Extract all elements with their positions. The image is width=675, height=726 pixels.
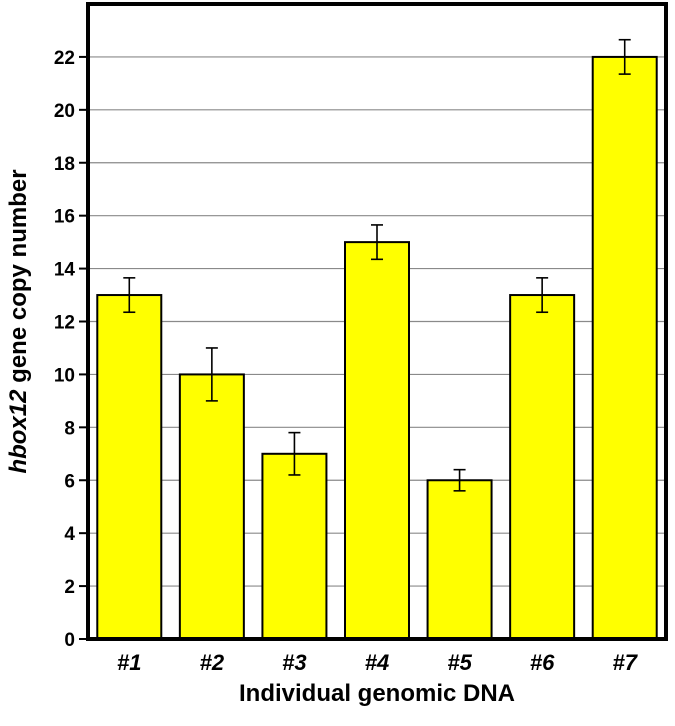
x-tick-label: #5 [447, 650, 472, 675]
y-tick-label: 8 [64, 418, 75, 439]
bars [96, 55, 658, 640]
y-tick-label: 22 [54, 48, 75, 69]
y-axis-title: hbox12 gene copy number [5, 169, 32, 473]
x-tick-label: #1 [117, 650, 141, 675]
bar [344, 241, 410, 640]
y-tick-label: 12 [54, 313, 75, 334]
x-tick-label: #3 [282, 650, 306, 675]
y-axis-title-rest: gene copy number [5, 169, 32, 389]
x-tick-label: #7 [612, 650, 638, 675]
y-tick-label: 10 [54, 365, 75, 386]
bar [426, 479, 493, 640]
bar [591, 55, 658, 640]
bar [178, 373, 245, 640]
x-axis: #1 #2 #3 #4 #5 #6 #7 [117, 650, 639, 675]
bar [96, 294, 163, 640]
y-tick-label: 14 [54, 260, 76, 281]
bar [261, 452, 328, 640]
y-axis-title-italic: hbox12 [5, 389, 32, 474]
plot-frame [86, 2, 668, 641]
x-tick-label: #2 [200, 650, 225, 675]
x-tick-label: #6 [530, 650, 555, 675]
error-bars [123, 38, 631, 492]
y-tick-label: 4 [64, 524, 75, 545]
y-tick-label: 20 [54, 101, 75, 122]
y-tick-label: 18 [54, 154, 75, 175]
y-tick-label: 0 [64, 630, 75, 651]
x-tick-label: #4 [365, 650, 389, 675]
y-tick-label: 16 [54, 207, 75, 228]
y-tick-label: 6 [64, 471, 75, 492]
y-tick-label: 2 [64, 577, 75, 598]
bar [509, 294, 576, 640]
x-axis-title: Individual genomic DNA [239, 680, 515, 707]
y-axis: 0 2 4 6 8 10 12 14 16 18 20 22 [54, 48, 88, 651]
